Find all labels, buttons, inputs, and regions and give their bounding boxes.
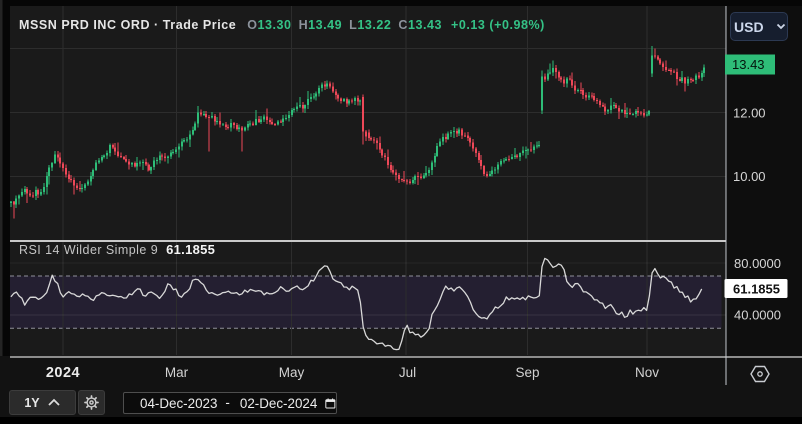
svg-text:61.1855: 61.1855 [733,282,780,297]
svg-text:10.00: 10.00 [733,169,766,184]
svg-text:13.43: 13.43 [732,57,765,72]
svg-text:40.0000: 40.0000 [734,308,781,323]
svg-text:12.00: 12.00 [733,106,766,121]
svg-text:80.0000: 80.0000 [734,256,781,271]
